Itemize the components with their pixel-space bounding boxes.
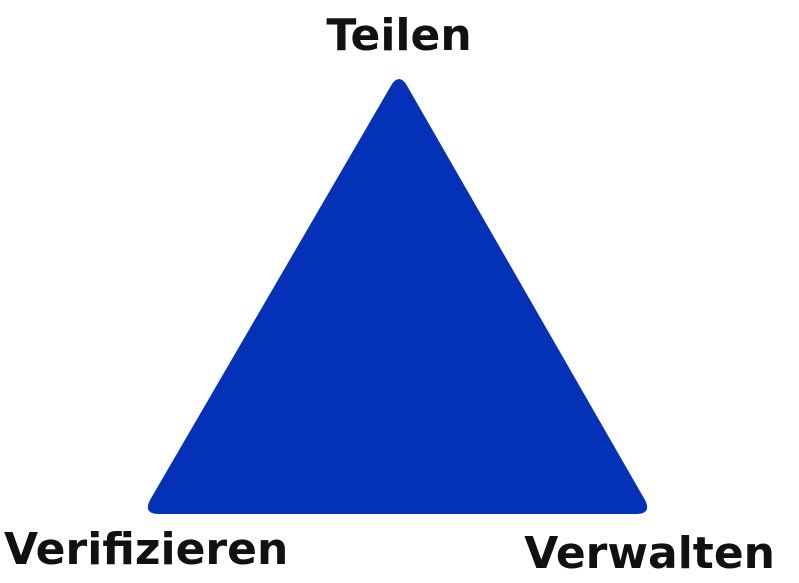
vertex-label-bottom-right: Verwalten <box>524 528 775 579</box>
vertex-label-bottom-left: Verifizieren <box>4 524 289 575</box>
triangle-shape <box>147 79 648 514</box>
vertex-label-top: Teilen <box>326 10 472 61</box>
